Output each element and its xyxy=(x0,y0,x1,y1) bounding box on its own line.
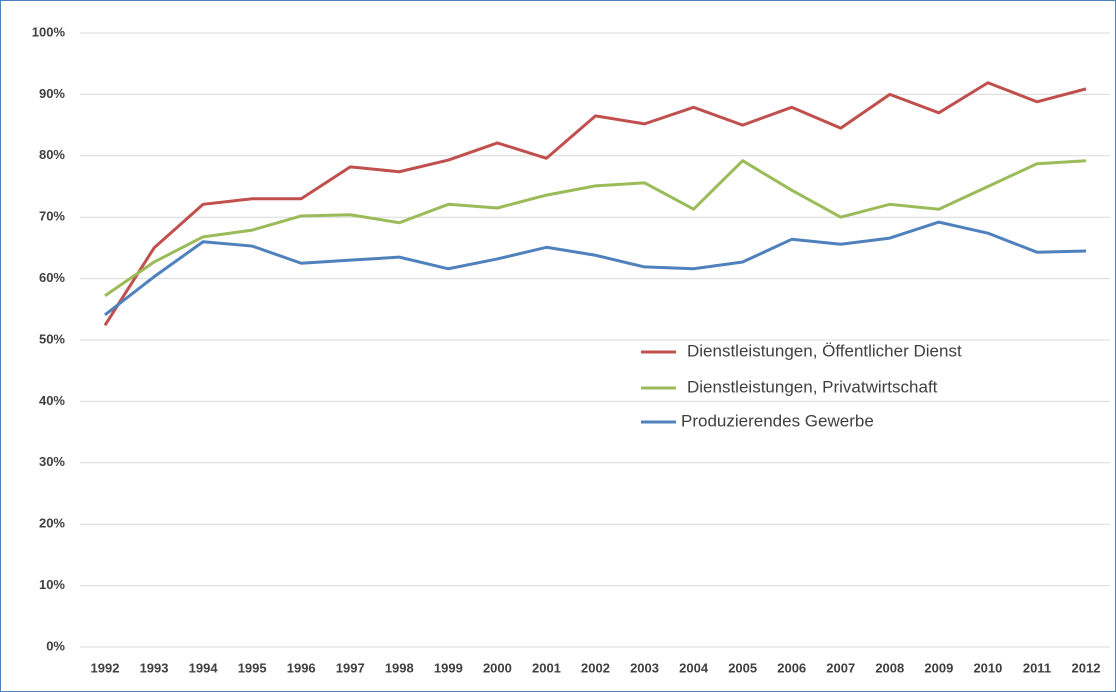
x-tick-label: 2007 xyxy=(826,660,855,675)
x-tick-label: 1997 xyxy=(336,660,365,675)
y-tick-label: 0% xyxy=(46,638,65,653)
x-tick-label: 2006 xyxy=(777,660,806,675)
legend-label: Dienstleistungen, Privatwirtschaft xyxy=(687,377,938,396)
legend-label: Dienstleistungen, Öffentlicher Dienst xyxy=(687,341,962,360)
x-tick-label: 2012 xyxy=(1072,660,1101,675)
x-tick-label: 1994 xyxy=(189,660,219,675)
y-tick-label: 50% xyxy=(39,331,65,346)
y-tick-label: 60% xyxy=(39,270,65,285)
x-tick-label: 1998 xyxy=(385,660,414,675)
series-line xyxy=(104,220,1087,317)
y-tick-label: 40% xyxy=(39,393,65,408)
x-tick-label: 1992 xyxy=(91,660,120,675)
x-tick-label: 2009 xyxy=(924,660,953,675)
y-tick-label: 30% xyxy=(39,454,65,469)
y-tick-label: 100% xyxy=(32,24,66,39)
x-tick-label: 2001 xyxy=(532,660,561,675)
x-tick-label: 2004 xyxy=(679,660,709,675)
y-tick-label: 70% xyxy=(39,209,65,224)
series-line xyxy=(103,81,1087,327)
y-tick-label: 90% xyxy=(39,86,65,101)
x-tick-label: 2003 xyxy=(630,660,659,675)
x-tick-label: 2010 xyxy=(973,660,1002,675)
x-tick-label: 2000 xyxy=(483,660,512,675)
x-tick-label: 2008 xyxy=(875,660,904,675)
x-tick-label: 2002 xyxy=(581,660,610,675)
x-tick-label: 2005 xyxy=(728,660,757,675)
y-tick-label: 20% xyxy=(39,516,65,531)
x-tick-label: 1999 xyxy=(434,660,463,675)
legend-label: Produzierendes Gewerbe xyxy=(681,411,874,430)
x-tick-label: 1996 xyxy=(287,660,316,675)
y-tick-label: 10% xyxy=(39,577,65,592)
y-tick-label: 80% xyxy=(39,147,65,162)
x-tick-label: 1993 xyxy=(140,660,169,675)
series-line xyxy=(104,159,1087,298)
x-tick-label: 2011 xyxy=(1023,660,1051,675)
x-tick-label: 1995 xyxy=(238,660,267,675)
